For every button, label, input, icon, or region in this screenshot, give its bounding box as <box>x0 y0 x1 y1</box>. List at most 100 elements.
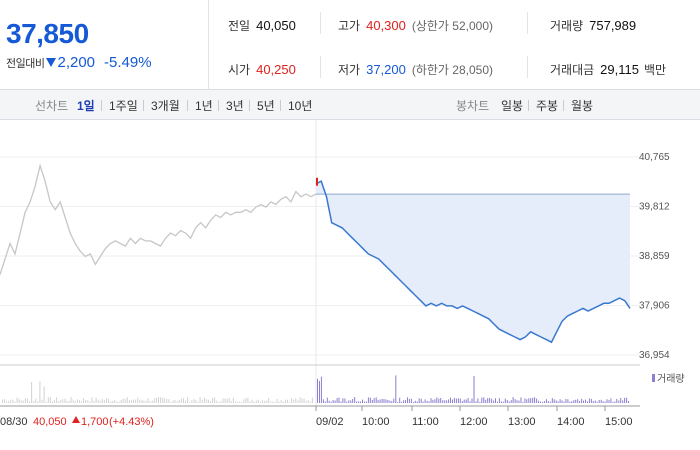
volume-bar <box>393 398 395 403</box>
volume-bar <box>504 398 506 403</box>
volume-bar <box>403 400 405 403</box>
volume-bar <box>557 401 559 403</box>
volume-bar <box>4 399 6 403</box>
volume-bar <box>428 401 430 403</box>
volume-bar <box>444 400 446 403</box>
volume-bar <box>387 400 389 403</box>
volume-bar <box>348 400 350 403</box>
volume-bar <box>205 399 207 403</box>
volume-bar <box>110 401 112 403</box>
x-tick-label: 12:00 <box>460 416 488 428</box>
volume-bar <box>573 400 575 403</box>
y-tick-label: 37,906 <box>639 301 670 312</box>
period-tab-10y[interactable]: 10년 <box>288 99 313 113</box>
candle-chart-label: 봉차트 <box>456 99 490 113</box>
candle-tab-daily[interactable]: 일봉 <box>501 99 524 113</box>
volume-bar <box>446 400 448 403</box>
volume-bar <box>47 397 49 403</box>
volume-bar <box>106 398 107 403</box>
prev-rate-label: (+4.43%) <box>109 416 154 428</box>
volume-bar <box>383 399 385 403</box>
volume-bar <box>293 399 295 403</box>
volume-bar <box>455 398 457 403</box>
volume-bar <box>145 400 147 403</box>
volume-bar <box>481 397 483 403</box>
volume-bar <box>612 401 614 403</box>
period-tab-3y[interactable]: 3년 <box>226 99 244 113</box>
period-tab-1y[interactable]: 1년 <box>195 99 213 113</box>
volume-bar <box>251 399 253 403</box>
volume-bar <box>307 400 309 403</box>
volume-bar <box>128 400 130 403</box>
volume-bar <box>422 401 424 403</box>
change-label: 전일대비 <box>6 57 45 70</box>
volume-bar <box>43 386 45 403</box>
volume-bar <box>303 398 305 403</box>
volume-bar <box>461 401 463 403</box>
volume-bar <box>592 401 594 403</box>
volume-bar <box>479 402 481 403</box>
volume-bar <box>532 397 534 403</box>
volume-bar <box>201 399 203 403</box>
volume-bar <box>178 400 180 403</box>
volume-bar <box>330 401 332 403</box>
volume-bar <box>191 400 193 403</box>
candle-tab-weekly[interactable]: 주봉 <box>536 99 559 113</box>
volume-bar <box>51 401 53 403</box>
volume-bar <box>6 401 8 403</box>
volume-bar <box>126 397 128 403</box>
volume-bar <box>247 397 249 403</box>
divider <box>249 100 250 111</box>
volume-bar <box>356 401 358 403</box>
today-line <box>315 180 631 344</box>
volume-bar <box>264 400 266 403</box>
x-axis <box>315 406 606 411</box>
volume-bar <box>358 401 360 403</box>
stat-sub: (하한가 28,050) <box>411 63 494 77</box>
x-tick-label: 14:00 <box>557 416 585 428</box>
volume-bar <box>295 398 297 403</box>
divider <box>320 56 321 78</box>
volume-bar <box>274 402 276 403</box>
volume-bar <box>618 400 620 403</box>
volume-bar <box>89 401 91 403</box>
volume-bar <box>565 398 567 403</box>
volume-bar <box>216 400 218 403</box>
volume-bar <box>58 401 60 403</box>
volume-bar <box>268 398 270 403</box>
volume-bar <box>101 399 103 403</box>
volume-bar <box>440 398 442 403</box>
volume-bar <box>567 399 569 403</box>
period-tab-1w[interactable]: 1주일 <box>109 99 138 113</box>
stat-value: 757,989 <box>589 18 637 33</box>
change-rate: -5.49% <box>104 54 152 71</box>
volume-bar <box>408 399 410 403</box>
volume-bar <box>93 400 95 403</box>
price-chart[interactable]: 40,765 39,812 38,859 37,906 36,954 거래량 08/30… <box>0 120 700 450</box>
volume-bar <box>352 399 354 403</box>
volume-bar <box>475 401 477 403</box>
volume-bar <box>420 398 422 403</box>
prev-day-line <box>0 163 317 275</box>
volume-bar <box>79 400 80 403</box>
volume-bar <box>620 398 622 403</box>
volume-bar <box>571 401 573 403</box>
y-tick-label: 38,859 <box>639 251 670 262</box>
volume-bar <box>37 401 39 403</box>
volume-bar <box>141 399 143 403</box>
period-tab-5y[interactable]: 5년 <box>257 99 275 113</box>
volume-bar <box>399 397 401 403</box>
volume-bar <box>512 397 514 403</box>
volume-bar <box>332 400 334 403</box>
volume-bar <box>575 399 577 403</box>
period-tab-3m[interactable]: 3개월 <box>151 99 180 113</box>
candle-tab-monthly[interactable]: 월봉 <box>571 99 594 113</box>
volume-bar <box>305 400 307 403</box>
volume-bar <box>585 399 586 403</box>
stat-sub: (상한가 52,000) <box>411 19 494 33</box>
quote-header: 37,850 전일대비 2,200 -5.49% 전일 40,050 고가 40… <box>0 0 700 90</box>
volume-bar <box>606 399 608 403</box>
volume-bar <box>344 398 346 403</box>
period-tab-1d[interactable]: 1일 <box>77 99 95 113</box>
volume-legend-swatch <box>652 374 655 382</box>
